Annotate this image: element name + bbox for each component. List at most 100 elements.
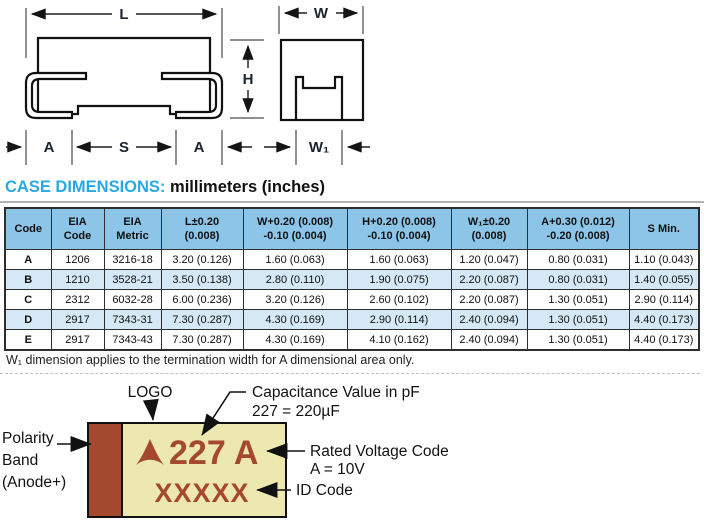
dim-label-a-left: A <box>44 139 55 156</box>
dimension-cell: 1.10 (0.043) <box>628 249 700 270</box>
extension-lines <box>25 6 364 165</box>
dimension-cell: 0.80 (0.031) <box>526 269 630 290</box>
col-header-code: Code <box>4 207 52 250</box>
col-header-l: L±0.20 (0.008) <box>160 207 244 250</box>
heading-subtitle: millimeters (inches) <box>170 178 326 196</box>
capacitance-marking: 227 A <box>169 434 258 472</box>
dim-label-w: W <box>314 5 329 22</box>
end-view-body <box>279 38 365 122</box>
dimension-cell: 7.30 (0.287) <box>160 329 244 351</box>
section-heading: CASE DIMENSIONS: millimeters (inches) <box>5 178 325 197</box>
case-code-cell: E <box>4 329 52 351</box>
footnote-divider <box>0 373 700 374</box>
dimension-cell: 2312 <box>50 289 105 310</box>
col-header-a: A+0.30 (0.012) -0.20 (0.008) <box>526 207 630 250</box>
dimension-cell: 1.30 (0.051) <box>526 289 630 310</box>
dimension-cell: 2.60 (0.102) <box>346 289 452 310</box>
case-code-cell: B <box>4 269 52 290</box>
dimension-cell: 1.30 (0.051) <box>526 309 630 330</box>
dimension-cell: 2.90 (0.114) <box>628 289 700 310</box>
dimension-cell: 2.80 (0.110) <box>242 269 348 290</box>
dimension-cell: 6032-28 <box>103 289 162 310</box>
table-row: C 2312 6032-28 6.00 (0.236) 3.20 (0.126) 2.60… <box>4 289 700 310</box>
dim-label-h: H <box>243 71 254 88</box>
dimension-cell: 3216-18 <box>103 249 162 270</box>
dim-label-l: L <box>119 6 128 23</box>
dimension-cell: 3.20 (0.126) <box>242 289 348 310</box>
dimension-cell: 1.20 (0.047) <box>450 249 528 270</box>
dimension-cell: 2917 <box>50 309 105 330</box>
dim-label-s: S <box>119 139 129 156</box>
id-code-label: ID Code <box>296 482 353 499</box>
col-header-s-min: S Min. <box>628 207 700 250</box>
dim-label-w1: W₁ <box>309 139 329 156</box>
j-lead-left <box>24 71 88 120</box>
table-footnote: W₁ dimension applies to the termination … <box>6 353 415 367</box>
dimension-cell: 1206 <box>50 249 105 270</box>
col-header-w: W+0.20 (0.008) -0.10 (0.004) <box>242 207 348 250</box>
dimension-cell: 2.20 (0.087) <box>450 289 528 310</box>
dimension-cell: 4.30 (0.169) <box>242 329 348 351</box>
case-code-cell: C <box>4 289 52 310</box>
dimension-cell: 7.30 (0.287) <box>160 309 244 330</box>
dimension-cell: 4.40 (0.173) <box>628 329 700 351</box>
j-lead-right <box>160 71 224 120</box>
table-row: B 1210 3528-21 3.50 (0.138) 2.80 (0.110) 1.90… <box>4 269 700 290</box>
marking-diagram: 227 A XXXXX LOGO Capacitance Value in pF… <box>2 384 449 518</box>
col-header-h: H+0.20 (0.008) -0.10 (0.004) <box>346 207 452 250</box>
dimension-cell: 1210 <box>50 269 105 290</box>
table-row: E 2917 7343-43 7.30 (0.287) 4.30 (0.169) 4.10… <box>4 329 700 351</box>
dimension-cell: 0.80 (0.031) <box>526 249 630 270</box>
component-shapes <box>24 36 365 122</box>
polarity-label-line3: (Anode+) <box>2 474 66 491</box>
dimension-cell: 7343-31 <box>103 309 162 330</box>
dimension-arrows <box>6 7 370 153</box>
logo-label: LOGO <box>128 384 173 401</box>
polarity-band <box>87 422 123 518</box>
dimension-cell: 1.40 (0.055) <box>628 269 700 290</box>
dimension-cell: 2917 <box>50 329 105 351</box>
dim-label-a-right: A <box>194 139 205 156</box>
callout-arrows <box>57 391 305 498</box>
case-outline-drawing: L W H A S A W₁ <box>6 5 370 165</box>
end-view-termination <box>294 75 344 120</box>
dimension-cell: 2.20 (0.087) <box>450 269 528 290</box>
polarity-label-line2: Band <box>2 452 38 469</box>
manufacturer-logo-icon <box>136 439 164 465</box>
dimension-cell: 4.10 (0.162) <box>346 329 452 351</box>
dimension-cell: 2.40 (0.094) <box>450 329 528 351</box>
col-header-eia-code: EIA Code <box>50 207 105 250</box>
table-row: D 2917 7343-31 7.30 (0.287) 4.30 (0.169) 2.90… <box>4 309 700 330</box>
dimension-cell: 4.30 (0.169) <box>242 309 348 330</box>
capacitance-callout-arrow <box>201 391 246 436</box>
dimension-cell: 1.60 (0.063) <box>242 249 348 270</box>
col-header-w1: W₁±0.20 (0.008) <box>450 207 528 250</box>
dimension-cell: 1.30 (0.051) <box>526 329 630 351</box>
dimension-cell: 3528-21 <box>103 269 162 290</box>
dimension-cell: 7343-43 <box>103 329 162 351</box>
col-header-eia-metric: EIA Metric <box>103 207 162 250</box>
dimension-cell: 6.00 (0.236) <box>160 289 244 310</box>
heading-title: CASE DIMENSIONS: <box>5 178 166 196</box>
case-table-body: A 1206 3216-18 3.20 (0.126) 1.60 (0.063) 1.60… <box>4 249 700 351</box>
logo-callout-arrow <box>142 398 159 421</box>
case-code-cell: D <box>4 309 52 330</box>
polarity-label-line1: Polarity <box>2 430 54 447</box>
capacitance-label-line2: 227 = 220µF <box>252 403 340 420</box>
id-code-marking: XXXXX <box>154 478 249 508</box>
dimension-cell: 3.20 (0.126) <box>160 249 244 270</box>
voltage-label-line1: Rated Voltage Code <box>310 443 449 460</box>
voltage-label-line2: A = 10V <box>310 461 365 478</box>
table-header-row: Code EIA Code EIA Metric L±0.20 (0.008) … <box>4 207 700 250</box>
capacitance-label-line1: Capacitance Value in pF <box>252 384 420 401</box>
dimension-cell: 2.40 (0.094) <box>450 309 528 330</box>
dimension-cell: 1.60 (0.063) <box>346 249 452 270</box>
table-row: A 1206 3216-18 3.20 (0.126) 1.60 (0.063) 1.60… <box>4 249 700 270</box>
section-divider <box>0 201 704 203</box>
case-code-cell: A <box>4 249 52 270</box>
dimension-cell: 2.90 (0.114) <box>346 309 452 330</box>
dimension-cell: 1.90 (0.075) <box>346 269 452 290</box>
dimension-cell: 3.50 (0.138) <box>160 269 244 290</box>
case-dimensions-table: Code EIA Code EIA Metric L±0.20 (0.008) … <box>4 207 700 351</box>
